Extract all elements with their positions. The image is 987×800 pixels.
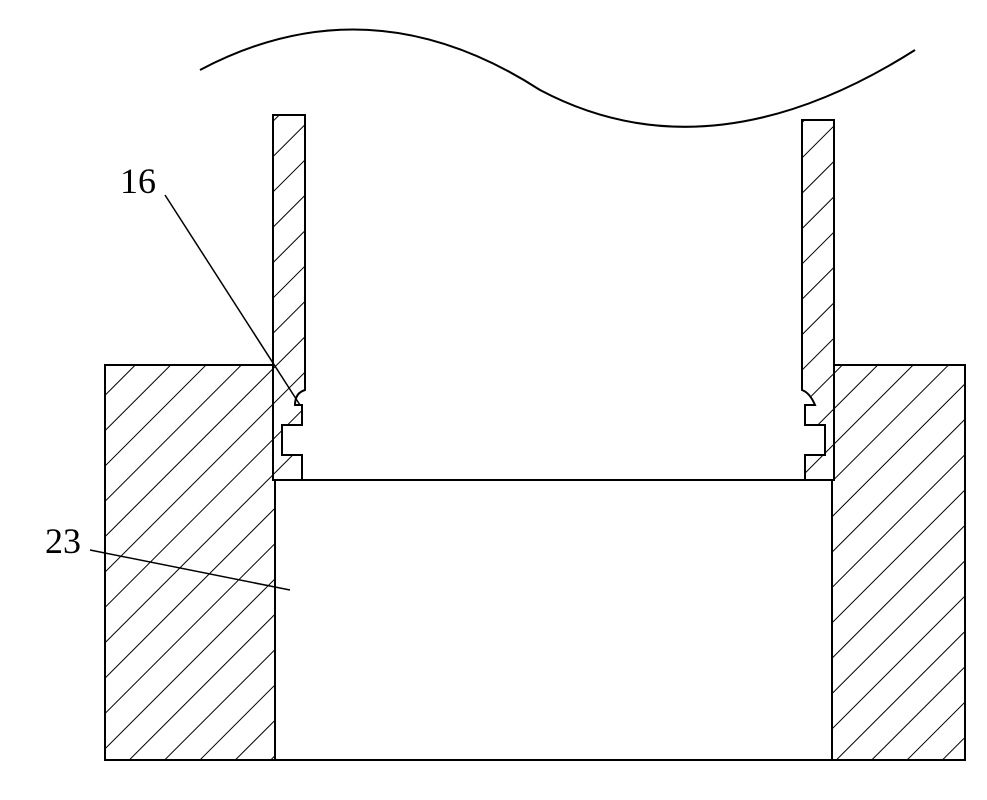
label-16: 16 [120, 160, 156, 202]
label-23: 23 [45, 520, 81, 562]
cross-section-diagram: 16 23 [20, 20, 970, 780]
right-tube-wall [802, 120, 834, 480]
diagram-svg [20, 20, 970, 780]
break-line-top [200, 30, 915, 127]
left-tube-wall [273, 115, 305, 480]
right-base-block [832, 365, 965, 760]
left-base-block [105, 365, 275, 760]
